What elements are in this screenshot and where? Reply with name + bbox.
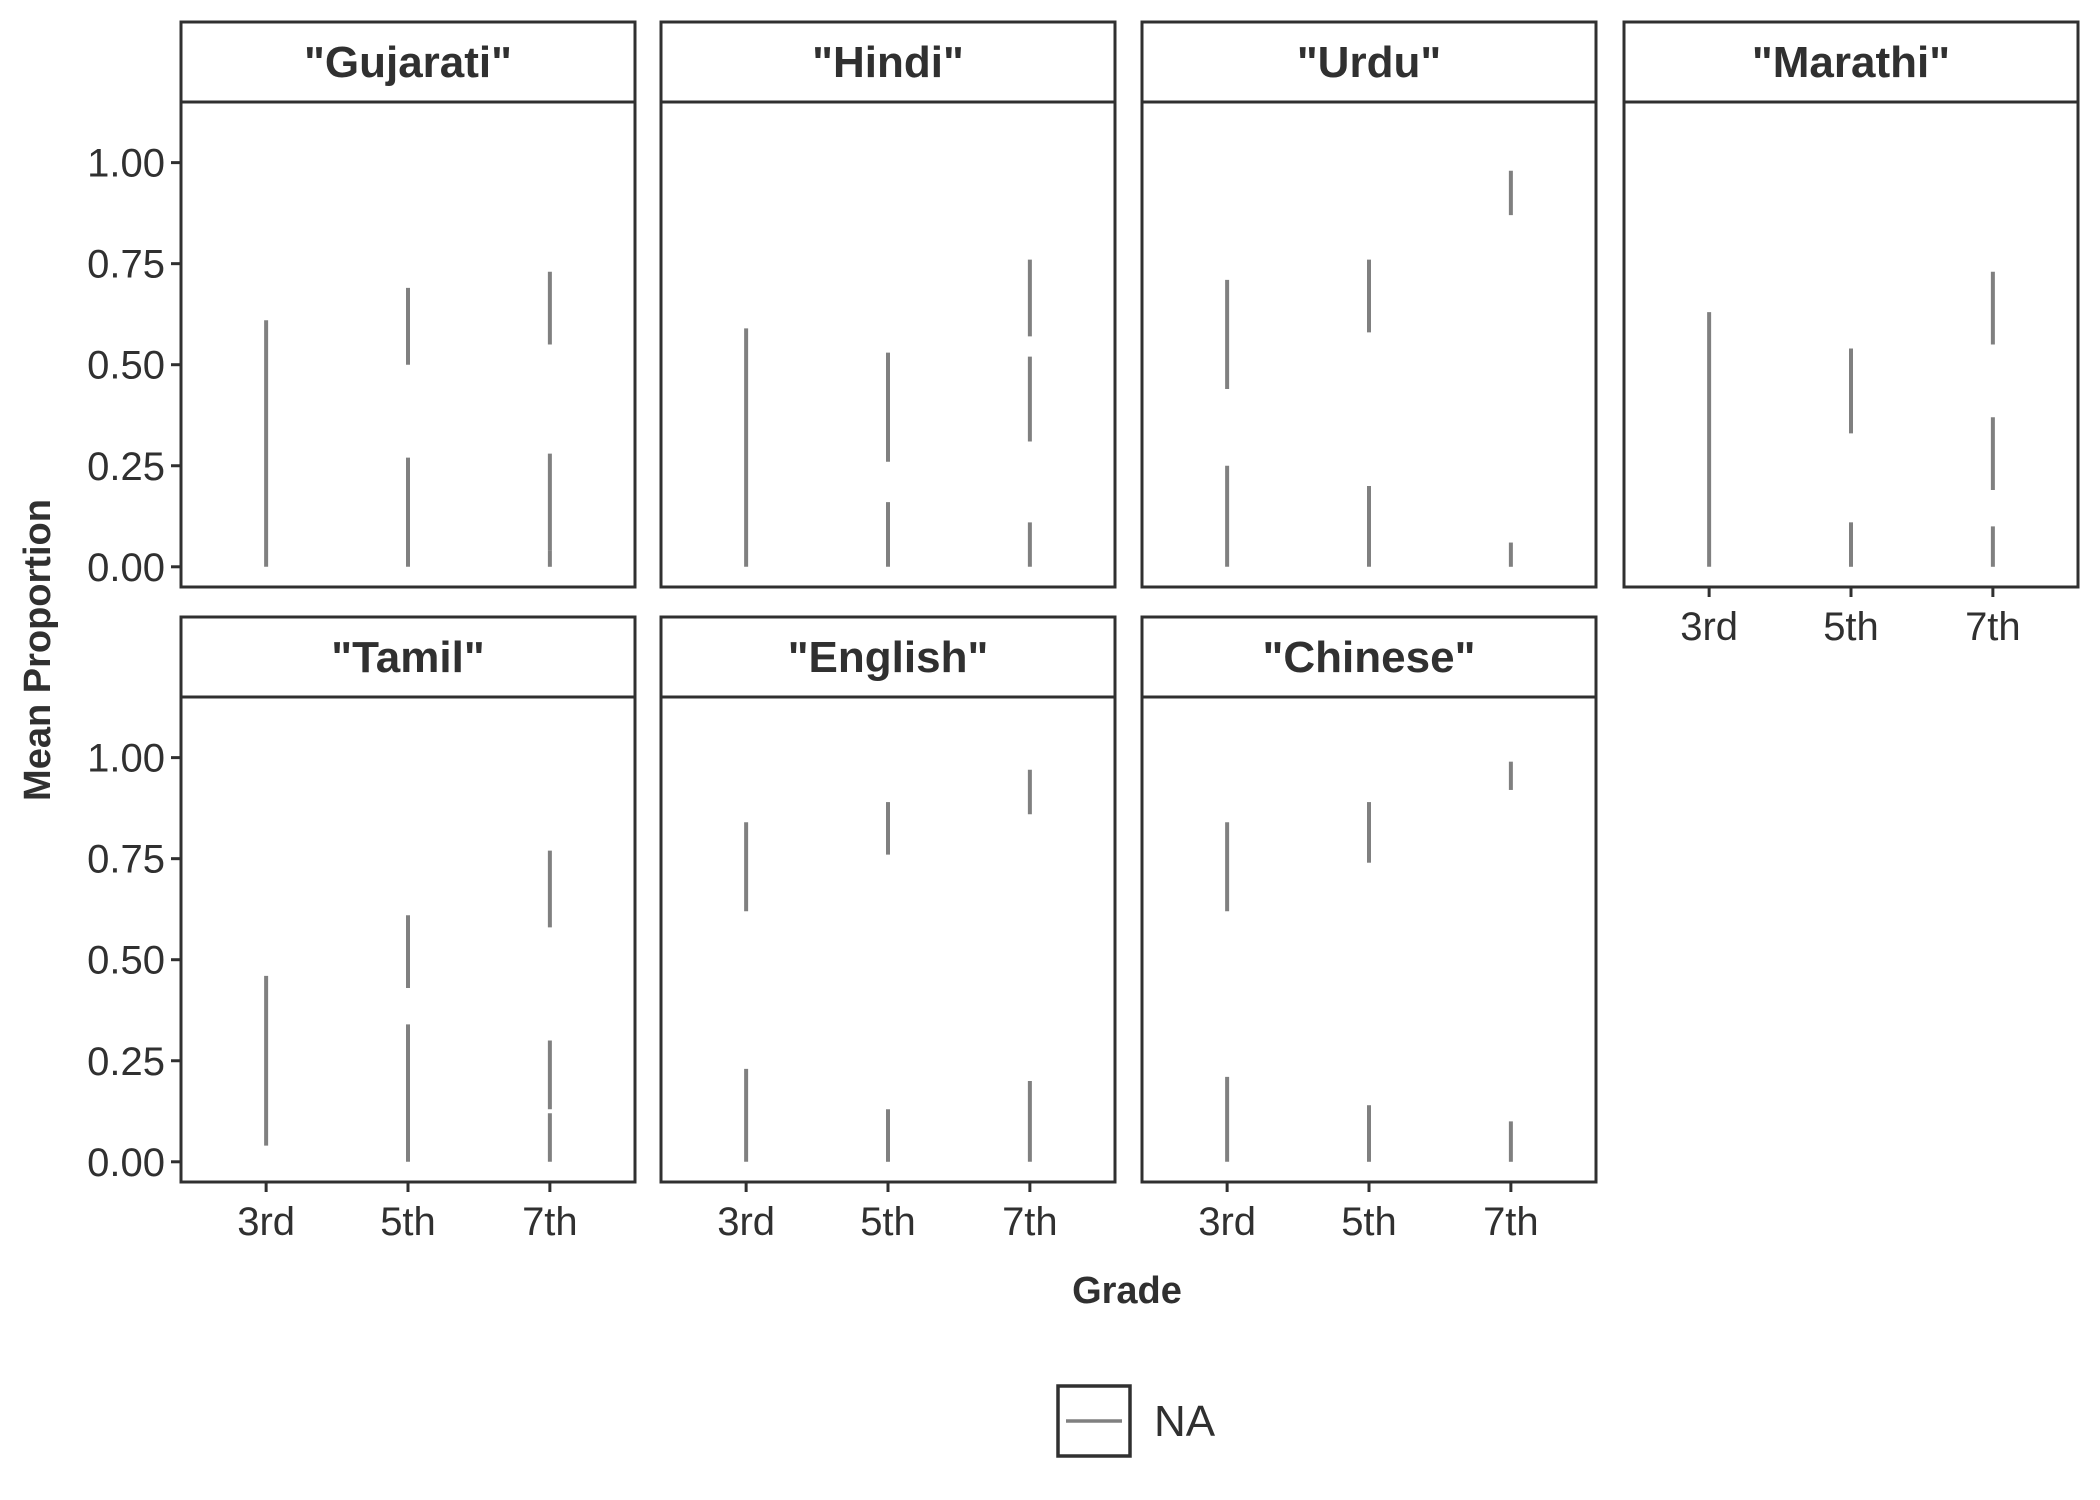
x-tick-label-marathi-1: 5th — [1823, 605, 1879, 649]
x-tick-label-marathi-0: 3rd — [1680, 605, 1738, 649]
strip-chinese — [1140, 615, 1598, 699]
y-tick-label-gujarati-0: 0.00 — [87, 546, 165, 590]
strip-title-tamil: "Tamil" — [331, 633, 484, 682]
panel-urdu: "Urdu" — [1140, 20, 1598, 589]
strip-title-gujarati: "Gujarati" — [304, 38, 512, 87]
y-tick-label-gujarati-3: 0.75 — [87, 243, 165, 287]
strip-marathi — [1622, 20, 2080, 104]
x-tick-label-tamil-1: 5th — [380, 1200, 436, 1244]
legend: NA — [1056, 1384, 1216, 1458]
x-axis-title: Grade — [1072, 1270, 1182, 1312]
y-tick-label-gujarati-4: 1.00 — [87, 142, 165, 186]
strip-tamil — [179, 615, 637, 699]
panel-hindi: "Hindi" — [659, 20, 1117, 589]
x-tick-label-marathi-2: 7th — [1965, 605, 2021, 649]
panel-gujarati: "Gujarati" 0.00 0.25 0.50 0.75 1.00 — [87, 20, 637, 590]
x-tick-label-english-0: 3rd — [717, 1200, 775, 1244]
panel-border-english — [659, 695, 1117, 1184]
y-tick-label-gujarati-2: 0.50 — [87, 344, 165, 388]
strip-title-marathi: "Marathi" — [1752, 38, 1950, 87]
strip-urdu — [1140, 20, 1598, 104]
facet-panels: "Gujarati" 0.00 0.25 0.50 0.75 1.00 "Hindi" "Ur… — [87, 20, 2080, 1244]
y-tick-label-gujarati-1: 0.25 — [87, 445, 165, 489]
y-tick-label-tamil-1: 0.25 — [87, 1040, 165, 1084]
x-tick-label-chinese-0: 3rd — [1198, 1200, 1256, 1244]
strip-title-english: "English" — [788, 633, 989, 682]
panel-chinese: "Chinese" 3rd 5th 7th — [1140, 615, 1598, 1244]
strip-english — [659, 615, 1117, 699]
x-tick-label-chinese-2: 7th — [1483, 1200, 1539, 1244]
x-tick-label-english-2: 7th — [1002, 1200, 1058, 1244]
panel-border-chinese — [1140, 695, 1598, 1184]
panel-tamil: "Tamil" 0.00 0.25 0.50 0.75 1.00 3rd 5th 7th — [87, 615, 637, 1244]
strip-title-chinese: "Chinese" — [1263, 633, 1476, 682]
x-tick-label-chinese-1: 5th — [1341, 1200, 1397, 1244]
strip-title-hindi: "Hindi" — [812, 38, 964, 87]
panel-border-marathi — [1622, 100, 2080, 589]
y-tick-label-tamil-3: 0.75 — [87, 838, 165, 882]
x-tick-label-tamil-2: 7th — [522, 1200, 578, 1244]
strip-gujarati — [179, 20, 637, 104]
y-axis-title: Mean Proportion — [17, 499, 59, 801]
strip-hindi — [659, 20, 1117, 104]
panel-marathi: "Marathi" 3rd 5th 7th — [1622, 20, 2080, 649]
y-tick-label-tamil-0: 0.00 — [87, 1141, 165, 1185]
panel-english: "English" 3rd 5th 7th — [659, 615, 1117, 1244]
strip-title-urdu: "Urdu" — [1297, 38, 1441, 87]
y-tick-label-tamil-2: 0.50 — [87, 939, 165, 983]
x-tick-label-tamil-0: 3rd — [237, 1200, 295, 1244]
legend-label-na: NA — [1154, 1397, 1216, 1446]
y-tick-label-tamil-4: 1.00 — [87, 737, 165, 781]
x-tick-label-english-1: 5th — [860, 1200, 916, 1244]
